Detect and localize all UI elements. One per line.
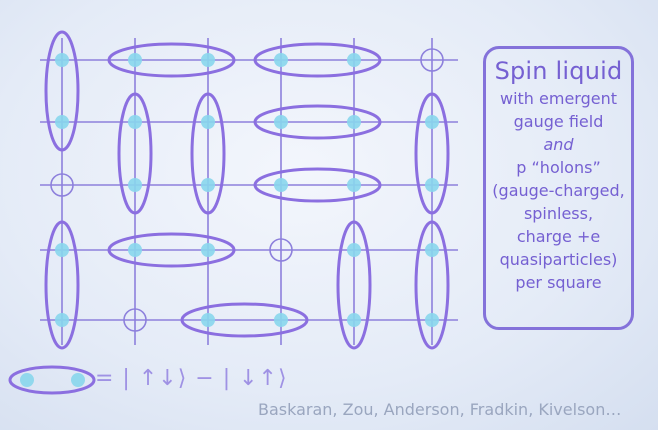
spin-dot xyxy=(20,373,34,387)
spin-liquid-info-box: Spin liquid with emergent gauge field an… xyxy=(483,46,634,330)
valence-bond-ellipse xyxy=(336,220,372,350)
valence-bond-ellipse xyxy=(414,220,450,350)
info-line: quasiparticles) xyxy=(499,250,618,269)
info-box-title: Spin liquid xyxy=(494,57,623,85)
valence-bond-ellipse xyxy=(253,167,382,203)
spin-dot xyxy=(128,115,142,129)
valence-bond-ellipse xyxy=(107,232,236,268)
spin-dot xyxy=(201,178,215,192)
spin-dot xyxy=(347,313,361,327)
info-line: per square xyxy=(515,273,602,292)
holon-site-circle xyxy=(123,308,147,332)
spin-dot xyxy=(347,53,361,67)
valence-bond-ellipse xyxy=(117,92,153,215)
valence-bond-ellipse xyxy=(44,30,80,152)
valence-bond-ellipse xyxy=(253,42,382,78)
valence-bond-ellipse xyxy=(253,104,382,140)
legend-bond-symbol xyxy=(8,365,96,395)
valence-bond-ellipse xyxy=(44,220,80,350)
spin-dot xyxy=(274,178,288,192)
valence-bond-ellipse xyxy=(107,42,236,78)
valence-bond-ellipse xyxy=(414,92,450,215)
info-line: p “holons” xyxy=(516,158,601,177)
spin-dot xyxy=(274,115,288,129)
spin-dot xyxy=(128,53,142,67)
spin-dot xyxy=(128,243,142,257)
info-line: charge +e xyxy=(516,227,601,246)
spin-dot xyxy=(71,373,85,387)
spin-dot xyxy=(425,178,439,192)
spin-dot xyxy=(55,313,69,327)
spin-dot xyxy=(201,313,215,327)
spin-dot xyxy=(55,243,69,257)
spin-dot xyxy=(347,243,361,257)
spin-dot xyxy=(425,115,439,129)
spin-dot xyxy=(347,115,361,129)
spin-dot xyxy=(347,178,361,192)
valence-bond-ellipse xyxy=(190,92,226,215)
holon-site-circle xyxy=(50,173,74,197)
spin-dot xyxy=(274,53,288,67)
spin-dot xyxy=(55,53,69,67)
valence-bond-ellipse xyxy=(180,302,309,338)
info-line: (gauge-charged, xyxy=(492,181,625,200)
valence-bonds xyxy=(44,30,450,350)
info-line: with emergent xyxy=(499,89,617,108)
spin-dot xyxy=(128,178,142,192)
singlet-legend-equation: = | ↑↓⟩ − | ↓↑⟩ xyxy=(95,366,288,391)
spin-dot xyxy=(201,53,215,67)
info-line: spinless, xyxy=(523,204,594,223)
spin-dot xyxy=(55,115,69,129)
spin-dot xyxy=(201,115,215,129)
spin-dot xyxy=(274,313,288,327)
holon-sites xyxy=(50,48,444,332)
spin-dot xyxy=(425,313,439,327)
info-line: and xyxy=(543,135,574,154)
holon-site-circle xyxy=(269,238,293,262)
info-line: gauge field xyxy=(513,112,604,131)
lattice-grid xyxy=(40,38,458,345)
spin-dot xyxy=(425,243,439,257)
author-credit: Baskaran, Zou, Anderson, Fradkin, Kivels… xyxy=(258,400,622,419)
holon-site-circle xyxy=(420,48,444,72)
spin-dot xyxy=(201,243,215,257)
legend-bond-ellipse xyxy=(8,365,96,395)
